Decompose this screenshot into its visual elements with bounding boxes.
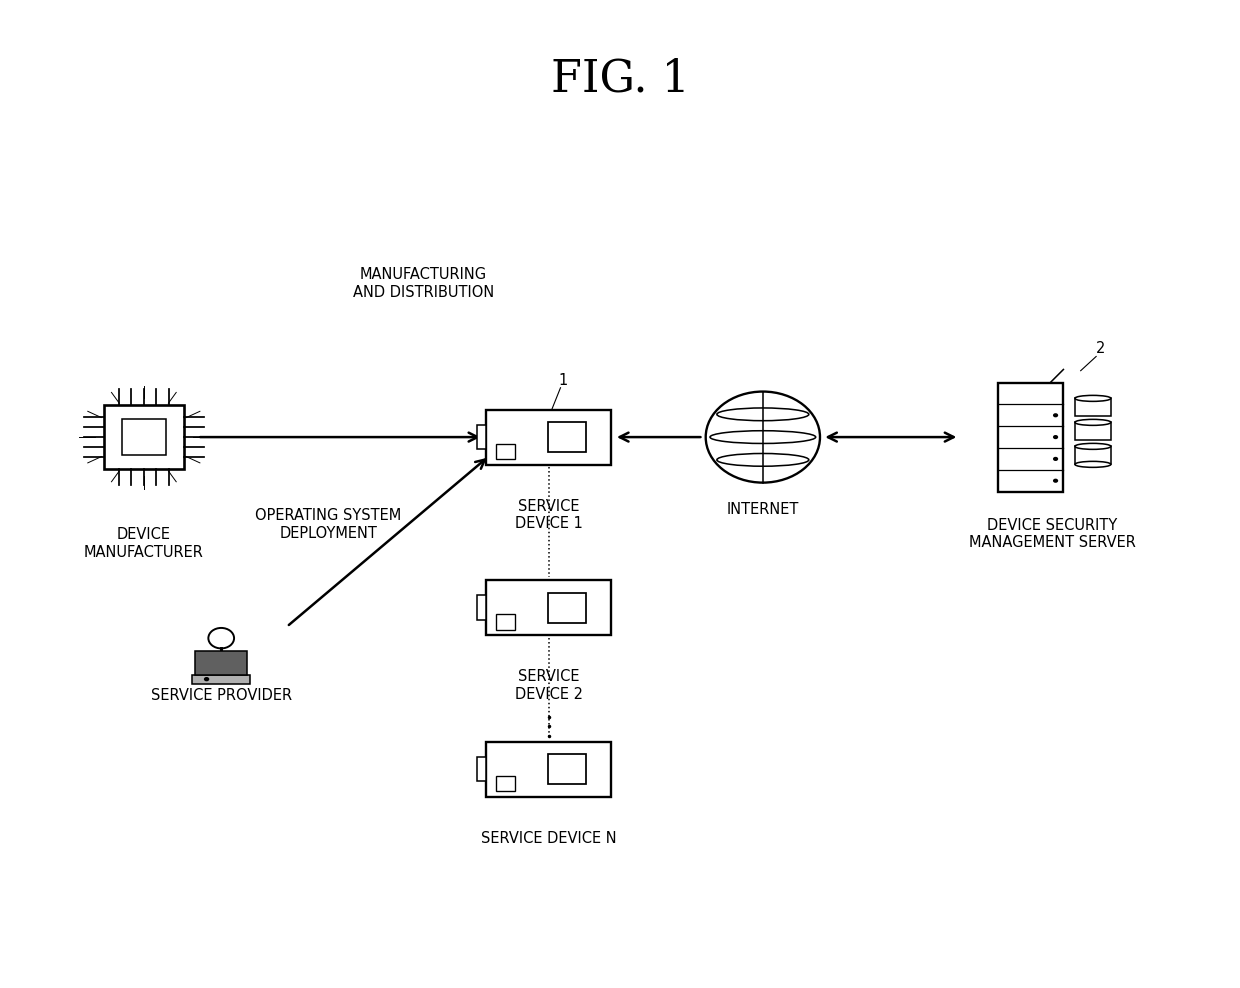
Text: SERVICE
DEVICE 2: SERVICE DEVICE 2 (515, 670, 583, 701)
Bar (1075, 422, 1111, 441)
Text: SERVICE DEVICE N: SERVICE DEVICE N (481, 831, 616, 846)
Text: FIG. 1: FIG. 1 (551, 57, 689, 101)
Circle shape (203, 677, 210, 682)
Bar (998, 382, 1064, 492)
Text: 2: 2 (1096, 342, 1106, 357)
Circle shape (208, 628, 234, 648)
Bar (486, 742, 611, 796)
Circle shape (1053, 456, 1058, 461)
Circle shape (1053, 478, 1058, 483)
Circle shape (706, 391, 820, 482)
Text: SERVICE
DEVICE 1: SERVICE DEVICE 1 (515, 499, 583, 532)
Bar (477, 757, 486, 782)
Bar (496, 776, 515, 791)
Ellipse shape (1075, 444, 1111, 450)
Ellipse shape (1075, 395, 1111, 401)
Bar (1075, 447, 1111, 464)
Bar (496, 615, 515, 629)
Text: SERVICE PROVIDER: SERVICE PROVIDER (150, 689, 291, 703)
Bar (548, 754, 587, 784)
Text: DEVICE SECURITY
MANAGEMENT SERVER: DEVICE SECURITY MANAGEMENT SERVER (968, 518, 1136, 550)
Text: OPERATING SYSTEM
DEPLOYMENT: OPERATING SYSTEM DEPLOYMENT (255, 508, 402, 540)
Text: MANUFACTURING
AND DISTRIBUTION: MANUFACTURING AND DISTRIBUTION (353, 267, 495, 299)
Bar (496, 444, 515, 459)
Circle shape (1053, 413, 1058, 417)
Bar (192, 675, 250, 684)
Circle shape (1053, 435, 1058, 440)
Text: DEVICE
MANUFACTURER: DEVICE MANUFACTURER (84, 528, 203, 559)
Text: INTERNET: INTERNET (727, 502, 799, 517)
Bar (548, 593, 587, 623)
Bar (196, 651, 247, 675)
Bar (477, 425, 486, 450)
Bar (122, 419, 166, 454)
Ellipse shape (1075, 461, 1111, 467)
Bar (486, 410, 611, 464)
Bar (486, 580, 611, 635)
Bar (548, 422, 587, 453)
Bar (477, 596, 486, 620)
Bar (104, 405, 184, 469)
Ellipse shape (1075, 419, 1111, 426)
Text: 1: 1 (558, 372, 568, 387)
Bar (1075, 398, 1111, 416)
